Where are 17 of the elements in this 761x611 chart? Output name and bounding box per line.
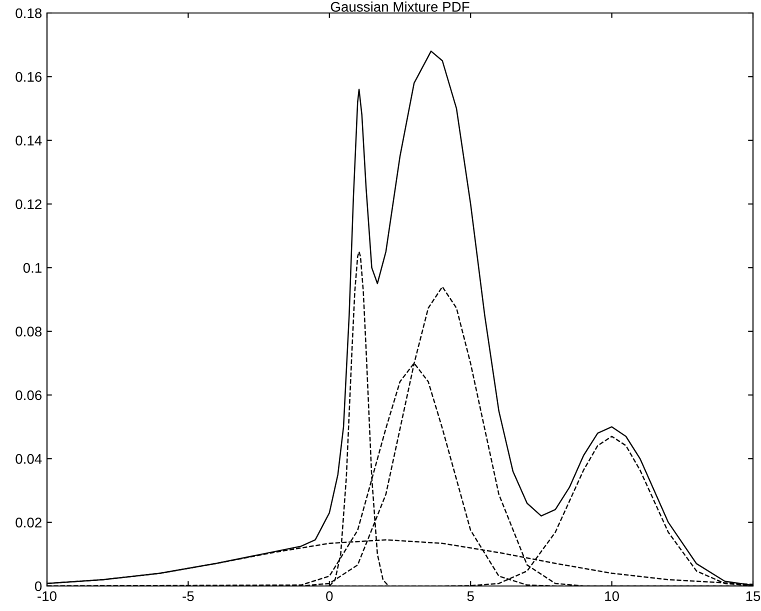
chart-title: Gaussian Mixture PDF bbox=[330, 2, 470, 12]
y-tick-label: 0 bbox=[34, 581, 42, 592]
x-tick-label: -10 bbox=[38, 591, 56, 602]
y-tick-label: 0.02 bbox=[16, 518, 42, 528]
x-tick-label: 5 bbox=[467, 591, 474, 602]
x-tick-label: 10 bbox=[605, 591, 619, 602]
y-tick-label: 0.1 bbox=[23, 263, 42, 273]
y-tick-label: 0.12 bbox=[16, 199, 42, 210]
y-tick-label: 0.18 bbox=[16, 8, 42, 18]
x-tick-label: 0 bbox=[326, 591, 333, 602]
y-tick-label: 0.04 bbox=[16, 454, 42, 464]
x-tick-label: 15 bbox=[746, 591, 760, 602]
y-tick-label: 0.06 bbox=[16, 390, 42, 400]
y-tick-label: 0.16 bbox=[16, 72, 42, 82]
x-tick-label: -5 bbox=[182, 591, 194, 602]
y-tick-label: 0.08 bbox=[16, 326, 42, 337]
y-tick-label: 0.14 bbox=[16, 136, 42, 146]
